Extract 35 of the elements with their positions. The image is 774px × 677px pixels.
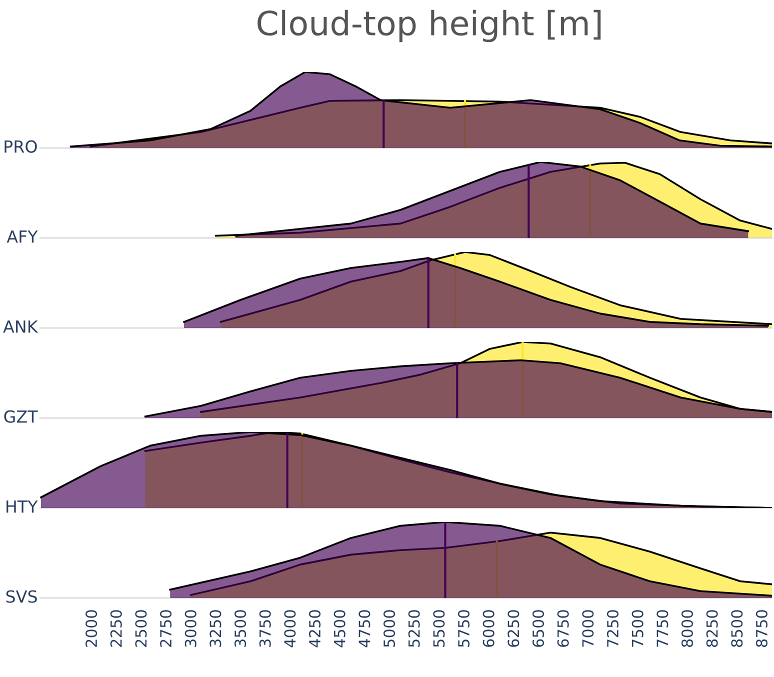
x-tick-label: 8500 bbox=[731, 610, 743, 647]
x-tick-label: 4500 bbox=[334, 610, 346, 648]
x-tick-label: 2500 bbox=[135, 610, 147, 647]
x-tick-label: 2250 bbox=[110, 610, 122, 647]
x-tick-label: 6250 bbox=[508, 610, 520, 647]
x-tick-label: 4000 bbox=[284, 610, 296, 648]
y-axis-title: SVS bbox=[6, 590, 37, 603]
y-axis-title: GZT bbox=[4, 410, 38, 423]
y-axis-title: ANK bbox=[3, 320, 38, 333]
x-tick-label: 3000 bbox=[184, 610, 196, 647]
x-tick-label: 6000 bbox=[482, 610, 494, 647]
x-tick-label: 5750 bbox=[458, 610, 470, 647]
x-tick-label: 5500 bbox=[433, 610, 445, 647]
x-tick-label: 6750 bbox=[557, 610, 569, 647]
chart-title: Cloud-top height [m] bbox=[258, 10, 601, 42]
y-axis-title: HTY bbox=[6, 500, 38, 513]
y-axis-title: PRO bbox=[4, 140, 37, 153]
x-tick-label: 8250 bbox=[706, 610, 718, 647]
x-tick-label: 7000 bbox=[582, 610, 594, 647]
x-tick-label: 4250 bbox=[308, 610, 321, 648]
x-tick-label: 5000 bbox=[383, 610, 396, 647]
x-tick-label: 3750 bbox=[259, 610, 271, 647]
x-tick-label: 4750 bbox=[358, 610, 370, 648]
x-tick-label: 5250 bbox=[408, 610, 420, 647]
x-tick-label: 7750 bbox=[656, 610, 668, 647]
y-axis-title: AFY bbox=[6, 230, 38, 243]
x-tick-label: 8000 bbox=[681, 610, 694, 647]
x-tick-label: 8750 bbox=[756, 610, 768, 647]
x-tick-label: 2000 bbox=[86, 610, 98, 647]
x-tick-label: 2750 bbox=[160, 610, 172, 647]
x-tick-label: 6500 bbox=[532, 610, 544, 647]
x-tick-label: 7500 bbox=[632, 610, 644, 647]
x-tick-label: 7250 bbox=[606, 610, 619, 647]
x-tick-label: 3500 bbox=[234, 610, 246, 647]
x-tick-label: 3250 bbox=[210, 610, 222, 647]
